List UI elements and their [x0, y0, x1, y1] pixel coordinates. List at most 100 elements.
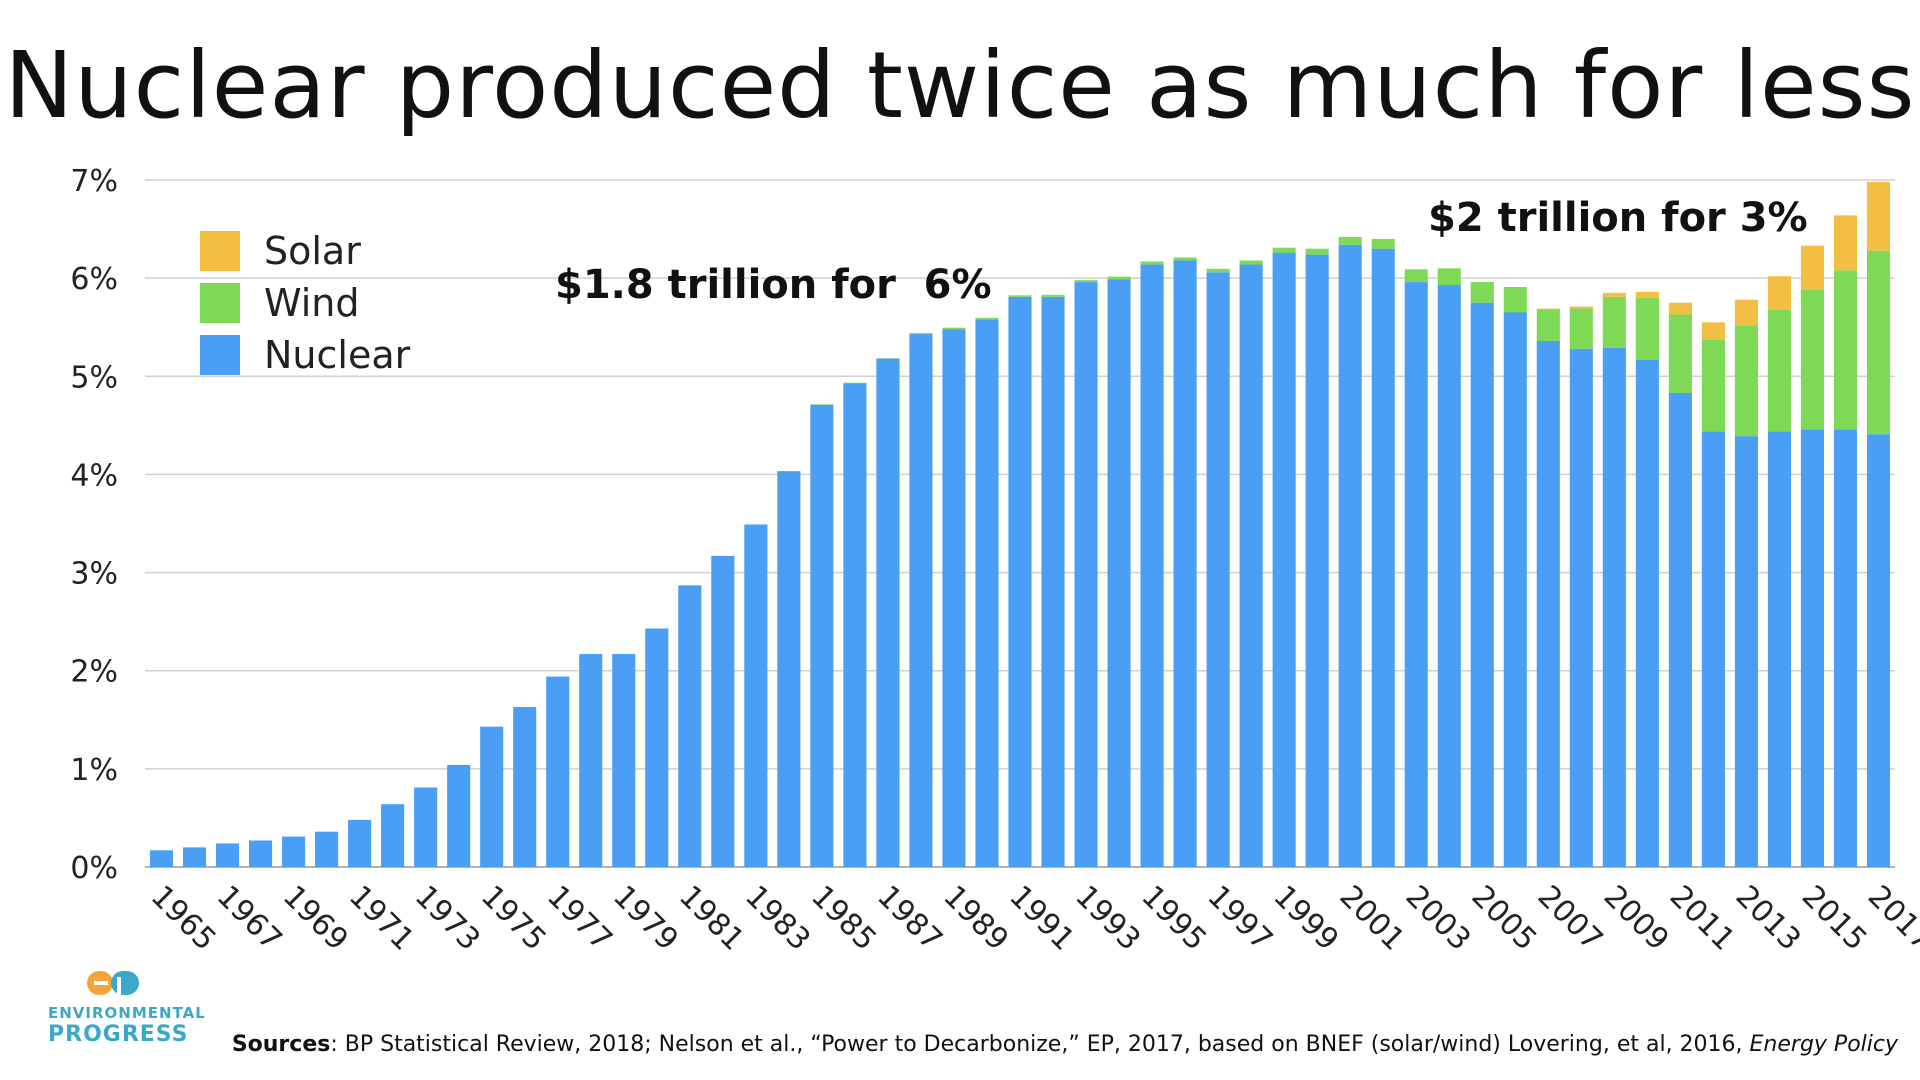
bar-nuclear-1986 — [843, 383, 867, 867]
bar-wind-2013 — [1734, 325, 1758, 437]
bar-nuclear-1995 — [1140, 264, 1164, 867]
bar-nuclear-2010 — [1635, 359, 1659, 867]
annotation-renewables-cost: $2 trillion for 3% — [1428, 195, 1808, 241]
bar-wind-2011 — [1668, 314, 1692, 393]
bar-nuclear-1969 — [282, 836, 306, 867]
bar-solar-2012 — [1701, 322, 1725, 340]
y-tick-label: 1% — [70, 753, 118, 788]
environmental-progress-logo: ENVIRONMENTAL PROGRESS — [48, 968, 206, 1047]
bar-nuclear-2014 — [1767, 431, 1791, 867]
bar-wind-2010 — [1635, 297, 1659, 360]
ep-logo-icon — [85, 968, 141, 998]
bar-nuclear-1997 — [1206, 272, 1230, 867]
x-axis-labels: 1965196719691971197319751977197919811983… — [144, 879, 1920, 958]
bar-nuclear-2017 — [1866, 434, 1891, 867]
bar-nuclear-2008 — [1569, 348, 1593, 867]
bar-nuclear-1968 — [249, 840, 273, 867]
bar-nuclear-1991 — [1008, 296, 1032, 867]
bar-nuclear-1990 — [975, 319, 999, 867]
x-tick-label: 1973 — [408, 879, 487, 958]
bar-solar-2007 — [1536, 308, 1560, 310]
bar-wind-2005 — [1470, 282, 1494, 303]
bar-wind-2016 — [1833, 270, 1858, 430]
bar-nuclear-1989 — [942, 329, 966, 867]
x-tick-label: 2011 — [1663, 879, 1742, 958]
bar-nuclear-2009 — [1602, 347, 1626, 867]
bar-nuclear-1965 — [149, 850, 174, 867]
x-tick-label: 1981 — [672, 879, 751, 958]
x-tick-label: 1987 — [870, 879, 949, 958]
bar-nuclear-1985 — [810, 404, 834, 867]
y-tick-label: 3% — [70, 557, 118, 592]
bars — [149, 181, 1891, 868]
bar-wind-1992 — [1041, 294, 1065, 297]
bar-nuclear-2003 — [1404, 282, 1428, 867]
legend-swatch-solar — [200, 231, 240, 271]
y-tick-label: 0% — [70, 851, 118, 886]
bar-solar-2011 — [1668, 302, 1692, 315]
bar-nuclear-2005 — [1470, 302, 1494, 867]
x-tick-label: 2015 — [1795, 879, 1874, 958]
logo-text-progress: PROGRESS — [48, 1022, 189, 1047]
bar-nuclear-1975 — [480, 726, 504, 867]
x-tick-label: 2001 — [1333, 879, 1412, 958]
bar-wind-2009 — [1602, 296, 1626, 348]
bar-nuclear-1972 — [381, 804, 405, 867]
bar-nuclear-2001 — [1338, 244, 1362, 867]
bar-wind-1989 — [942, 327, 966, 330]
bar-wind-1999 — [1272, 247, 1296, 253]
x-tick-label: 2007 — [1531, 879, 1610, 958]
bar-nuclear-2006 — [1503, 312, 1527, 867]
bar-nuclear-1988 — [909, 334, 933, 868]
bar-nuclear-1973 — [414, 787, 438, 867]
x-tick-label: 1995 — [1134, 879, 1213, 958]
bar-nuclear-2013 — [1734, 436, 1758, 867]
bar-nuclear-1982 — [711, 555, 735, 867]
x-tick-label: 1975 — [474, 879, 553, 958]
bar-wind-2014 — [1767, 309, 1791, 432]
legend-item-nuclear: Nuclear — [200, 329, 410, 381]
bar-nuclear-2012 — [1701, 431, 1725, 867]
y-tick-label: 4% — [70, 458, 118, 493]
bar-wind-2017 — [1866, 250, 1891, 435]
legend-item-solar: Solar — [200, 225, 410, 277]
legend-item-wind: Wind — [200, 277, 410, 329]
bar-nuclear-1966 — [182, 847, 207, 867]
bar-wind-1993 — [1074, 280, 1098, 283]
bar-nuclear-1992 — [1041, 296, 1065, 867]
bar-solar-2008 — [1569, 306, 1593, 309]
bar-wind-2004 — [1437, 268, 1461, 286]
sources-footnote: Sources: BP Statistical Review, 2018; Ne… — [232, 1032, 1898, 1057]
bar-nuclear-2002 — [1371, 248, 1395, 867]
bar-wind-2002 — [1371, 238, 1395, 249]
legend-label-nuclear: Nuclear — [264, 333, 411, 377]
x-tick-label: 1985 — [804, 879, 883, 958]
bar-solar-2013 — [1734, 299, 1758, 326]
y-tick-label: 5% — [70, 360, 118, 395]
logo-text-environmental: ENVIRONMENTAL — [48, 1004, 206, 1022]
sources-label: Sources — [231, 1032, 331, 1057]
legend-swatch-wind — [200, 283, 240, 323]
bar-nuclear-1993 — [1074, 282, 1098, 867]
bar-solar-2014 — [1767, 276, 1791, 310]
bar-solar-2015 — [1800, 245, 1825, 290]
bar-wind-2001 — [1338, 236, 1362, 245]
bar-wind-1988 — [909, 333, 933, 335]
bar-nuclear-1996 — [1173, 260, 1197, 868]
x-tick-label: 1977 — [540, 879, 619, 958]
bar-wind-2008 — [1569, 308, 1593, 349]
bar-wind-1995 — [1140, 261, 1164, 265]
bar-wind-2015 — [1800, 289, 1825, 430]
bar-wind-2000 — [1305, 248, 1329, 255]
bar-nuclear-2000 — [1305, 254, 1329, 868]
x-tick-label: 2013 — [1729, 879, 1808, 958]
x-tick-label: 1997 — [1200, 879, 1279, 958]
bar-wind-2007 — [1536, 309, 1560, 341]
bar-wind-1998 — [1239, 260, 1263, 265]
legend: Solar Wind Nuclear — [200, 225, 410, 381]
bar-solar-2009 — [1602, 292, 1626, 297]
bar-nuclear-1980 — [645, 628, 669, 867]
bar-nuclear-2011 — [1668, 392, 1692, 867]
sources-text: : BP Statistical Review, 2018; Nelson et… — [330, 1032, 1750, 1057]
bar-wind-1991 — [1008, 295, 1032, 297]
